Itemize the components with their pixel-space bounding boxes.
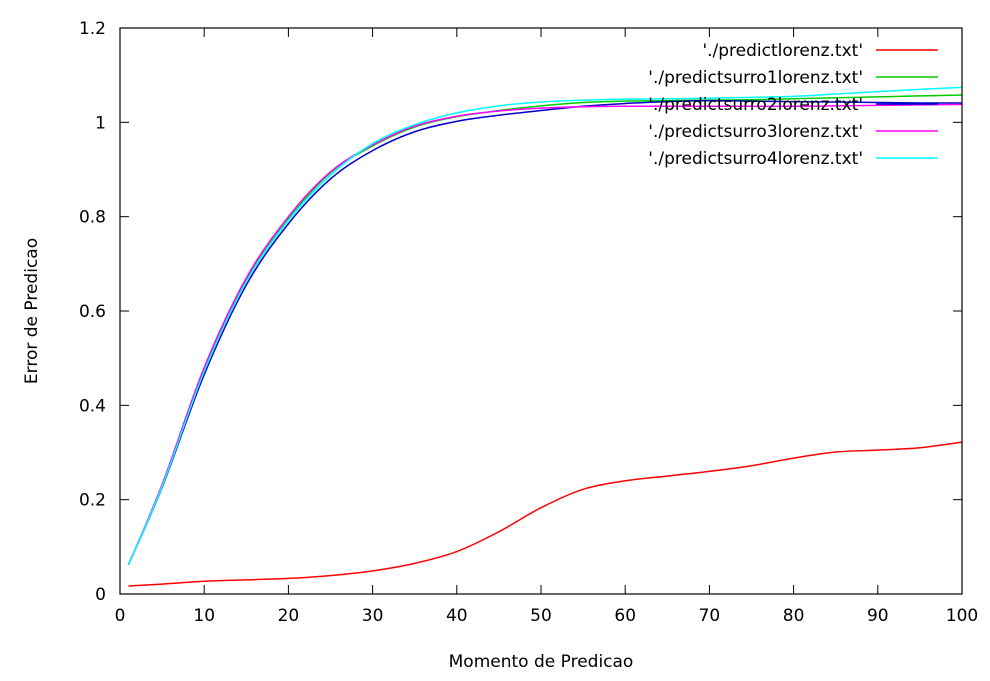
- x-tick-label: 0: [115, 606, 126, 626]
- y-axis-title: Error de Predicao: [22, 238, 42, 384]
- legend: './predictlorenz.txt' './predictsurro1lor…: [648, 41, 938, 169]
- x-tick-label: 100: [946, 606, 978, 626]
- y-tick-label: 1.2: [79, 19, 106, 39]
- y-tick-label: 0.4: [79, 396, 106, 416]
- y-tick-label: 0.2: [79, 491, 106, 511]
- x-tick-label: 30: [362, 606, 384, 626]
- x-tick-label: 20: [278, 606, 300, 626]
- x-axis-title: Momento de Predicao: [449, 652, 634, 672]
- series-line-4: [127, 86, 963, 566]
- x-tick-label: 90: [867, 606, 889, 626]
- legend-label: './predictlorenz.txt': [702, 41, 863, 61]
- axis-ticks: 0 10 20 30 40 50 60 70 80 90 100 0 0.2 0.4 0.6 0.8 1 1.2: [79, 19, 978, 626]
- y-tick-label: 0.8: [79, 208, 106, 228]
- x-tick-label: 60: [614, 606, 636, 626]
- legend-label: './predictsurro4lorenz.txt': [648, 149, 863, 169]
- y-tick-label: 0: [95, 585, 106, 605]
- series-line-0: [128, 441, 963, 587]
- x-tick-label: 50: [530, 606, 552, 626]
- legend-label: './predictsurro3lorenz.txt': [648, 122, 863, 142]
- x-tick-label: 10: [193, 606, 215, 626]
- x-tick-label: 80: [783, 606, 805, 626]
- legend-label: './predictsurro1lorenz.txt': [648, 68, 863, 88]
- y-tick-label: 0.6: [79, 302, 106, 322]
- plot-frame: [119, 27, 963, 595]
- y-tick-label: 1: [95, 113, 106, 133]
- x-tick-label: 70: [699, 606, 721, 626]
- x-tick-label: 40: [446, 606, 468, 626]
- legend-label: './predictsurro2lorenz.txt': [648, 95, 863, 115]
- series-line-2: [127, 99, 963, 566]
- series-line-3: [127, 103, 963, 566]
- series-lines: [127, 86, 963, 587]
